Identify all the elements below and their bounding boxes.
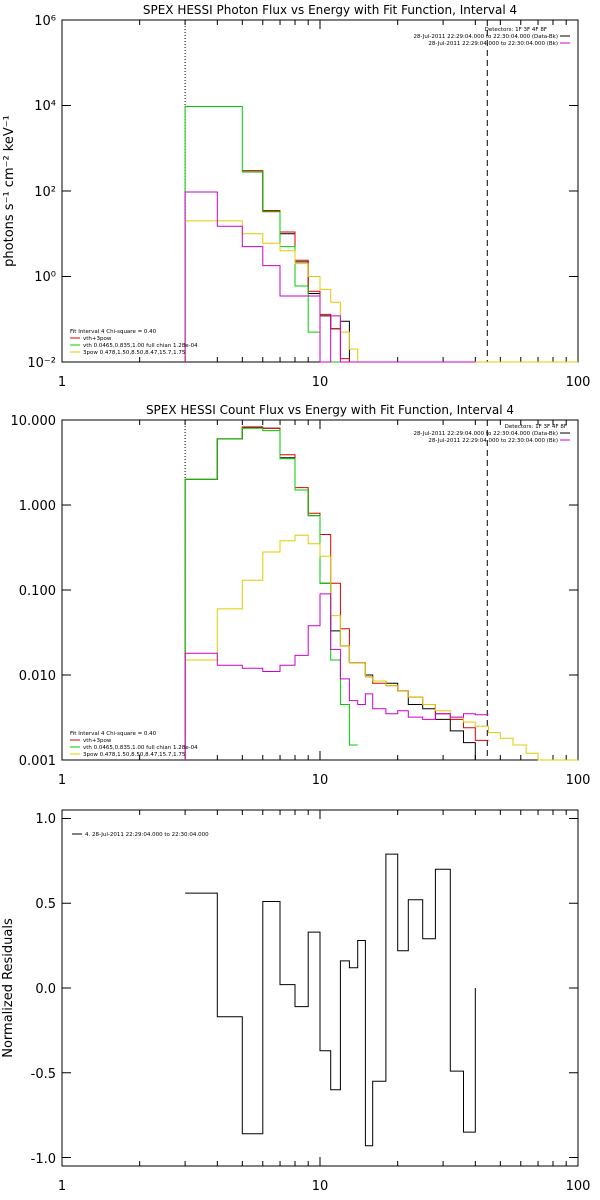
count-flux-y-tick-label: 0.001: [19, 754, 56, 769]
count-flux-legend-top: Detectors: 1F 3F 4F 8F 28-Jul-2011 22:29…: [414, 424, 570, 444]
count-flux-y-tick-label: 1.000: [19, 499, 56, 514]
residuals-x-tick-label: 10: [312, 1179, 329, 1194]
count-flux-y-tick-label: 0.010: [19, 669, 56, 684]
count-flux-x-tick-label: 100: [566, 773, 591, 788]
count-flux-x-tick-label: 1: [58, 773, 66, 788]
legend-header: Detectors: 1F 3F 4F 8F: [485, 27, 547, 33]
count-flux-y-tick-label: 0.100: [19, 584, 56, 599]
photon-flux-panel: SPEX HESSI Photon Flux vs Energy with Fi…: [2, 3, 590, 390]
legend-entry: 28-Jul-2011 22:29:04.000 to 22:30:04.000…: [414, 431, 559, 437]
series-3pow: [184, 220, 578, 363]
photon-flux-ticks: [61, 19, 579, 363]
residuals-y-tick-label: 1.0: [35, 812, 56, 827]
residuals-ticks: [61, 810, 579, 1166]
photon-flux-legend-bottom: Fit Interval 4 Chi-square = 0.40 vth+3po…: [70, 329, 198, 356]
photon-flux-x-tick-label: 100: [566, 375, 591, 390]
photon-flux-y-tick-label: 10⁰: [34, 270, 56, 285]
photon-flux-x-tick-label: 10: [312, 375, 329, 390]
legend-entry: 28-Jul-2011 22:29:04.000 to 22:30:04.000…: [428, 41, 558, 47]
series-bk: [184, 593, 489, 760]
series-data-bk: [242, 171, 501, 363]
count-flux-title: SPEX HESSI Count Flux vs Energy with Fit…: [146, 403, 514, 417]
legend-header: Detectors: 1F 3F 4F 8F: [505, 424, 567, 430]
count-flux-ticks: [61, 419, 579, 761]
series-vth-3pow: [242, 170, 489, 363]
photon-flux-y-axis-label: photons s⁻¹ cm⁻² keV⁻¹: [2, 115, 17, 267]
count-flux-legend-bottom: Fit Interval 4 Chi-square = 0.40 vth+3po…: [70, 731, 198, 758]
series-vth-3pow: [184, 426, 489, 760]
series-data-bk: [184, 427, 489, 761]
photon-flux-y-tick-label: 10⁶: [34, 14, 56, 29]
legend-entry: 3pow 0.478,1.50,8.50,8.47,15.7,1.75: [83, 350, 186, 356]
series-3pow: [184, 534, 578, 761]
legend-entry: vth 0.0465,0.835,1.00 full chian 1.28e-0…: [83, 745, 198, 751]
count-flux-plot-frame: [61, 419, 579, 761]
legend-entry: 3pow 0.478,1.50,8.50,8.47,15.7,1.75: [83, 752, 186, 758]
photon-flux-y-tick-label: 10⁴: [34, 99, 56, 114]
series-vth: [184, 106, 358, 363]
residuals-y-tick-label: -1.0: [31, 1152, 56, 1167]
legend-entry: vth 0.0465,0.835,1.00 full chian 1.28e-0…: [83, 343, 198, 349]
photon-flux-x-tick-label: 1: [58, 375, 66, 390]
photon-flux-series: [184, 106, 578, 363]
series-vth: [184, 427, 358, 760]
count-flux-x-tick-label: 10: [312, 773, 329, 788]
legend-entry: 28-Jul-2011 22:29:04.000 to 22:30:04.000…: [428, 438, 558, 444]
photon-flux-reference-lines: [184, 20, 488, 362]
residuals-y-tick-label: 0.5: [35, 897, 56, 912]
legend-entry: vth+3pow: [83, 738, 112, 744]
residuals-series: [185, 853, 476, 1147]
count-flux-reference-lines: [184, 420, 488, 760]
residuals-y-axis-label: Normalized Residuals: [1, 918, 16, 1058]
legend-header: Fit Interval 4 Chi-square = 0.40: [70, 329, 157, 335]
photon-flux-title: SPEX HESSI Photon Flux vs Energy with Fi…: [143, 3, 517, 17]
photon-flux-y-tick-label: 10²: [34, 185, 56, 200]
series-bk: [184, 191, 476, 363]
residuals-x-tick-label: 1: [58, 1179, 66, 1194]
legend-header: Fit Interval 4 Chi-square = 0.40: [70, 731, 157, 737]
residuals-y-tick-label: 0.0: [35, 982, 56, 997]
residuals-legend: 4. 28-Jul-2011 22:29:04.000 to 22:30:04.…: [72, 832, 209, 838]
legend-entry: 28-Jul-2011 22:29:04.000 to 22:30:04.000…: [414, 34, 559, 40]
count-flux-panel: SPEX HESSI Count Flux vs Energy with Fit…: [11, 403, 591, 788]
count-flux-y-tick-label: 10.000: [11, 414, 57, 429]
photon-flux-legend-top: Detectors: 1F 3F 4F 8F 28-Jul-2011 22:29…: [414, 27, 570, 47]
residuals-panel: 1 10 100 -1.0 -0.5 0.0 0.5 1.0 Normalize…: [1, 809, 591, 1194]
series-4-28-jul-2011-22-29-04-000-to-22-30-04-000: [185, 853, 476, 1147]
photon-flux-y-tick-label: 10⁻²: [27, 356, 56, 371]
residuals-x-tick-label: 100: [566, 1179, 591, 1194]
legend-entry: 4. 28-Jul-2011 22:29:04.000 to 22:30:04.…: [85, 832, 209, 838]
legend-entry: vth+3pow: [83, 336, 112, 342]
count-flux-series: [184, 426, 578, 761]
residuals-y-tick-label: -0.5: [31, 1067, 56, 1082]
